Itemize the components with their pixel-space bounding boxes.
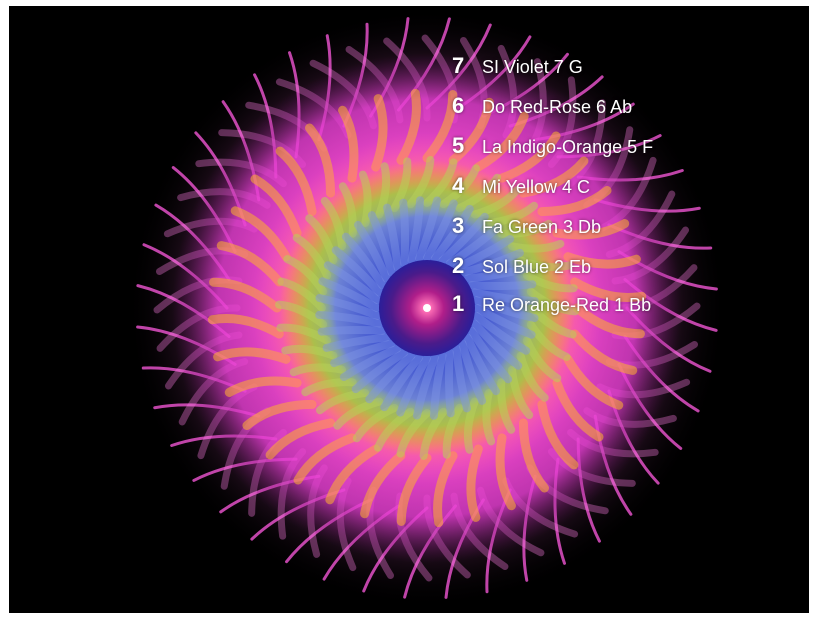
legend-number: 1 [452, 291, 465, 316]
artwork-canvas: 7 SI Violet 7 G 6 Do Red-Rose 6 Ab 5 La Ind… [9, 6, 809, 613]
legend-row: 2 Sol Blue 2 Eb [452, 253, 591, 279]
legend-row: 4 Mi Yellow 4 C [452, 173, 590, 199]
legend-number: 2 [452, 253, 465, 278]
legend-number: 7 [452, 53, 465, 78]
legend-text: SI Violet 7 G [482, 57, 583, 77]
legend-number: 5 [452, 133, 465, 158]
legend-text: Re Orange-Red 1 Bb [482, 295, 652, 315]
legend-text: Fa Green 3 Db [482, 217, 602, 237]
legend-row: 7 SI Violet 7 G [452, 53, 583, 79]
legend-number: 6 [452, 93, 465, 118]
legend-text: La Indigo-Orange 5 F [482, 137, 654, 157]
mandala-image [127, 8, 727, 608]
legend-row: 6 Do Red-Rose 6 Ab [452, 93, 632, 119]
legend-number: 4 [452, 173, 465, 198]
legend-row: 5 La Indigo-Orange 5 F [452, 133, 653, 159]
legend-text: Mi Yellow 4 C [482, 177, 591, 197]
legend-number: 3 [452, 213, 465, 238]
legend-row: 3 Fa Green 3 Db [452, 213, 601, 239]
legend-text: Do Red-Rose 6 Ab [482, 97, 633, 117]
legend-text: Sol Blue 2 Eb [482, 257, 592, 277]
legend-row: 1 Re Orange-Red 1 Bb [452, 291, 651, 317]
